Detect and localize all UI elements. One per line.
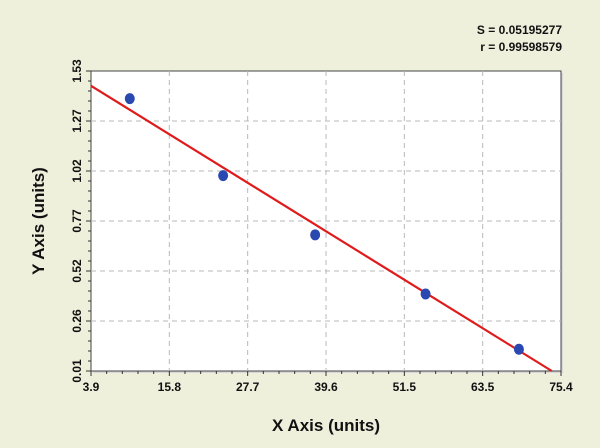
x-axis-title: X Axis (units) <box>272 416 380 435</box>
data-points <box>124 93 524 355</box>
x-tick-label: 3.9 <box>83 380 100 394</box>
y-tick-label: 1.27 <box>70 109 84 133</box>
y-tick-label: 0.01 <box>70 359 84 383</box>
x-tick-label: 51.5 <box>393 380 417 394</box>
x-tick-label: 39.6 <box>314 380 338 394</box>
data-point <box>420 288 431 300</box>
y-tick-label: 1.02 <box>70 159 84 183</box>
y-tick-label: 1.53 <box>70 59 84 83</box>
x-tick-label: 27.7 <box>236 380 260 394</box>
data-point <box>124 93 135 105</box>
data-point <box>513 343 524 355</box>
data-point <box>218 170 229 182</box>
y-tick-label: 0.52 <box>70 259 84 283</box>
y-axis-title: Y Axis (units) <box>29 167 48 275</box>
fit-line <box>90 84 553 372</box>
y-tick-label: 0.77 <box>70 209 84 233</box>
x-tick-labels: 3.9 15.8 27.7 39.6 51.5 63.5 75.4 <box>83 380 573 394</box>
x-tick-label: 15.8 <box>158 380 182 394</box>
stat-r: r = 0.99598579 <box>480 40 562 54</box>
x-tick-label: 63.5 <box>471 380 495 394</box>
y-tick-label: 0.26 <box>70 309 84 333</box>
minor-ticks <box>86 70 562 376</box>
x-tick-label: 75.4 <box>549 380 573 394</box>
fit-line-group <box>90 84 553 372</box>
stat-s: S = 0.05195277 <box>477 23 562 37</box>
y-tick-labels: 0.01 0.26 0.52 0.77 1.02 1.27 1.53 <box>70 59 84 383</box>
data-point <box>310 229 321 241</box>
grid-lines <box>91 71 561 371</box>
